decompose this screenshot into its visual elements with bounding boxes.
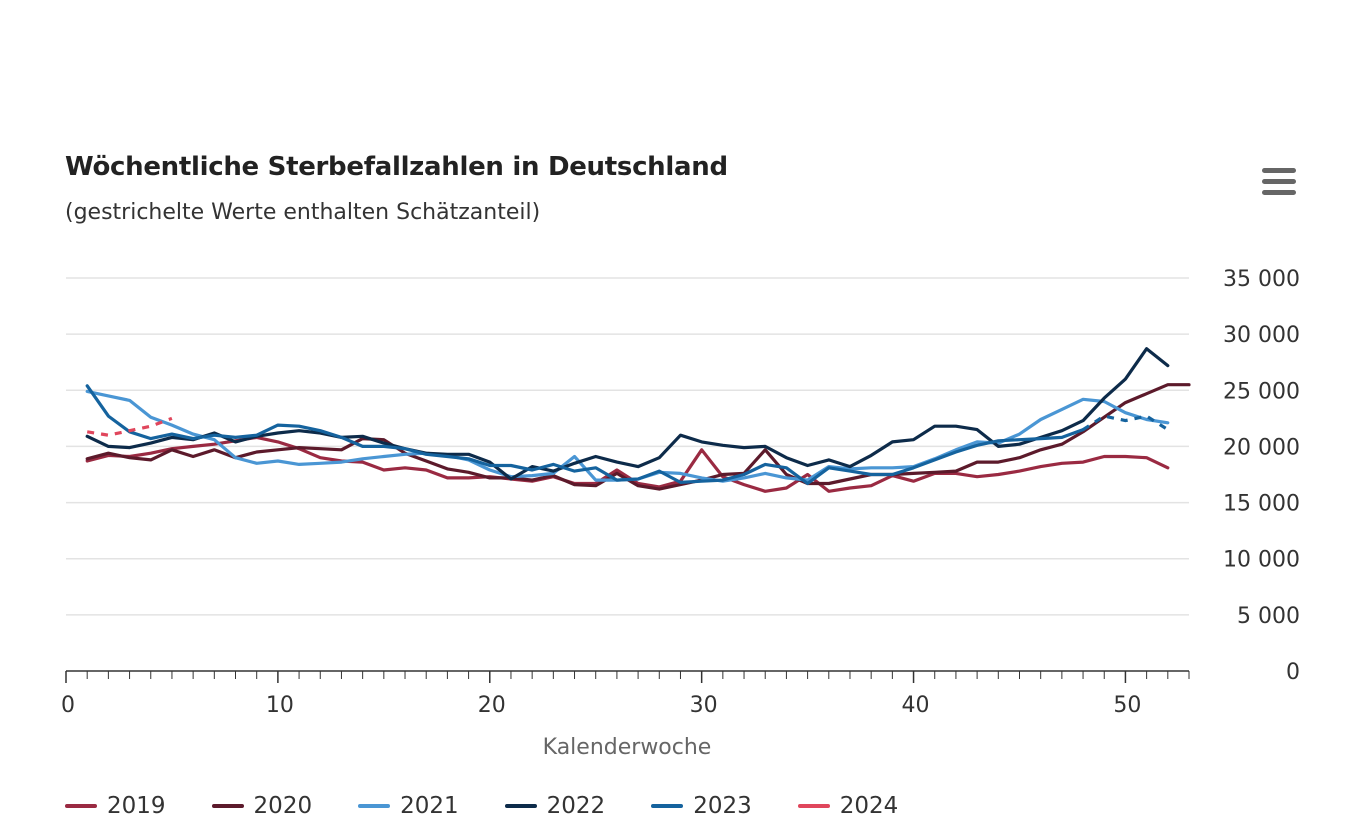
- legend-label: 2022: [546, 793, 606, 819]
- y-tick-label: 25 000: [1223, 379, 1300, 404]
- legend-swatch: [504, 804, 537, 808]
- series-line-2023-sch-tzanteil[interactable]: [1082, 414, 1169, 431]
- legend-label: 2023: [693, 793, 752, 819]
- x-tick-label: 30: [690, 693, 718, 718]
- x-tick-label: 0: [61, 693, 75, 718]
- hamburger-menu-icon[interactable]: [1258, 166, 1302, 200]
- x-axis: 0 10 20 30 40 50: [61, 670, 1190, 718]
- y-tick-label: 5 000: [1237, 604, 1300, 629]
- legend-swatch: [651, 804, 684, 808]
- chart-title: Wöchentliche Sterbefallzahlen in Deutsch…: [65, 152, 728, 182]
- y-tick-label: 20 000: [1223, 435, 1300, 460]
- legend-item-2021[interactable]: 2021: [358, 790, 459, 822]
- legend-item-2023[interactable]: 2023: [651, 790, 752, 822]
- legend-label: 2024: [839, 793, 899, 819]
- legend-item-2024[interactable]: 2024: [797, 790, 899, 822]
- y-tick-label: 0: [1286, 660, 1300, 685]
- x-tick-label: 40: [902, 693, 930, 718]
- series-line-2022[interactable]: [85, 347, 1170, 481]
- legend-swatch: [65, 804, 97, 808]
- x-axis-label: Kalenderwoche: [543, 735, 712, 760]
- legend-label: 2019: [107, 793, 166, 819]
- x-tick-label: 10: [266, 693, 294, 718]
- series-line-2024[interactable]: [86, 416, 173, 437]
- x-tick-label: 50: [1113, 693, 1141, 718]
- x-tick-label: 20: [478, 693, 506, 718]
- legend-swatch: [211, 804, 244, 808]
- line-chart: 0 10 20 30 40 50 0 5 000 10 000 15 000 20 000 25 0…: [61, 267, 1300, 760]
- legend: 2019 2020 2021 2022 2023 2024: [65, 790, 944, 822]
- series-line-2019[interactable]: [85, 435, 1170, 493]
- legend-label: 2020: [253, 793, 313, 819]
- legend-swatch: [358, 804, 391, 808]
- series-lines: [85, 347, 1191, 493]
- chart-subtitle: (gestrichelte Werte enthalten Schätzante…: [65, 200, 541, 225]
- y-tick-label: 30 000: [1223, 323, 1300, 348]
- gridlines: [66, 277, 1189, 616]
- y-tick-label: 15 000: [1223, 492, 1300, 517]
- y-tick-label: 10 000: [1223, 548, 1300, 573]
- series-line-2020[interactable]: [85, 383, 1191, 491]
- legend-item-2022[interactable]: 2022: [504, 790, 606, 822]
- legend-swatch: [797, 804, 830, 808]
- series-line-2023[interactable]: [85, 384, 1085, 486]
- y-axis: 0 5 000 10 000 15 000 20 000 25 000 30 000 35 0…: [1223, 267, 1300, 685]
- legend-label: 2021: [400, 793, 459, 819]
- legend-item-2020[interactable]: 2020: [211, 790, 313, 822]
- y-tick-label: 35 000: [1223, 267, 1300, 292]
- legend-item-2019[interactable]: 2019: [65, 790, 166, 822]
